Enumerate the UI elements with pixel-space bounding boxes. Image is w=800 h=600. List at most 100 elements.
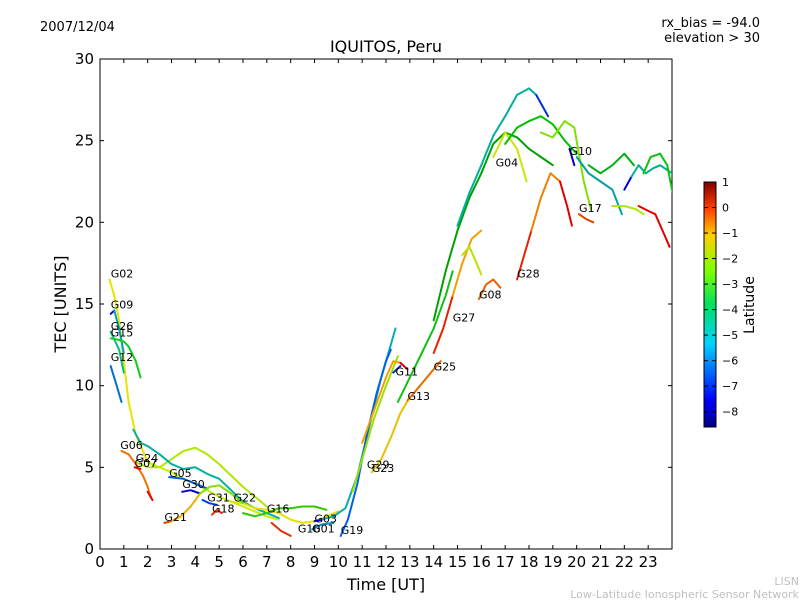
series-segment — [432, 131, 554, 322]
series-segment — [168, 476, 209, 490]
series-segment — [242, 505, 328, 518]
satellite-label: G31 — [207, 491, 230, 504]
y-tick-label: 20 — [75, 213, 94, 231]
satellite-label: G25 — [434, 361, 457, 374]
series-g12 — [109, 365, 123, 403]
series-segment — [406, 360, 442, 402]
satellite-label: G01 — [312, 522, 335, 535]
y-tick-label: 0 — [84, 540, 94, 558]
satellite-label: G07 — [135, 457, 158, 470]
series-g30 — [181, 489, 202, 495]
satellite-label: G11 — [396, 366, 419, 379]
series-g15 — [109, 337, 142, 379]
series-g01 — [311, 521, 335, 531]
series-segment — [313, 518, 323, 523]
satellite-label: G04 — [496, 156, 519, 169]
series-g10b — [504, 115, 592, 211]
series-segment — [623, 175, 633, 191]
series-layer — [108, 87, 672, 537]
series-segment — [399, 361, 409, 371]
series-g19 — [339, 348, 392, 537]
series-g11 — [361, 360, 409, 444]
series-segment — [170, 492, 202, 523]
y-axis-label: TEC [UNITS] — [51, 256, 70, 354]
x-tick-label: 9 — [310, 553, 320, 571]
colorbar-tick-label: −8 — [722, 406, 738, 419]
colorbar-tick-label: 1 — [722, 176, 729, 189]
series-segment — [392, 365, 402, 374]
satellite-label: G12 — [111, 351, 134, 364]
series-segment — [568, 147, 576, 167]
x-tick-label: 11 — [353, 553, 372, 571]
x-tick-label: 0 — [95, 553, 105, 571]
satellite-label: G23 — [372, 462, 395, 475]
satellite-label: G02 — [111, 268, 134, 281]
series-g22 — [230, 500, 340, 524]
satellite-label: G15 — [111, 326, 134, 339]
x-tick-label: 16 — [472, 553, 491, 571]
series-g28 — [516, 172, 573, 281]
satellite-label: G27 — [453, 312, 476, 325]
series-segment — [134, 446, 268, 508]
series-segment — [199, 484, 244, 505]
series-segment — [351, 355, 399, 493]
series-g29 — [351, 355, 399, 493]
x-tick-label: 20 — [567, 553, 586, 571]
series-segment — [109, 337, 142, 379]
series-g25 — [396, 270, 454, 403]
x-tick-label: 1 — [119, 553, 129, 571]
series-segment — [461, 245, 483, 276]
satellite-label: G29 — [367, 459, 390, 472]
series-segment — [133, 466, 142, 470]
series-segment — [587, 152, 635, 175]
satellite-label: G10 — [298, 522, 321, 535]
series-g04 — [432, 87, 554, 322]
series-g13 — [406, 360, 442, 402]
series-segment — [578, 213, 595, 224]
series-g18 — [211, 508, 223, 516]
colorbar-tick-label: 0 — [722, 202, 729, 215]
series-segment — [492, 131, 528, 183]
chart-title: IQUITOS, Peru — [330, 37, 442, 56]
series-segment — [108, 278, 149, 464]
y-tick-label: 10 — [75, 377, 94, 395]
series-segment — [201, 499, 218, 506]
x-tick-label: 22 — [615, 553, 634, 571]
series-segment — [230, 500, 340, 524]
series-segment — [109, 365, 123, 403]
series-g31 — [201, 499, 218, 506]
elevation-label: elevation > 30 — [664, 31, 760, 46]
series-g10 — [270, 521, 292, 537]
satellite-label: G21 — [164, 511, 187, 524]
series-g08 — [461, 245, 502, 301]
x-tick-label: 3 — [167, 553, 177, 571]
series-g09 — [109, 309, 125, 354]
series-segment — [456, 87, 538, 227]
series-segment — [181, 489, 202, 495]
series-g07 — [133, 466, 142, 470]
x-tick-label: 21 — [591, 553, 610, 571]
x-tick-label: 13 — [400, 553, 419, 571]
satellite-label: G28 — [517, 268, 540, 281]
satellite-label: G13 — [407, 390, 430, 403]
colorbar-tick-label: −1 — [722, 227, 738, 240]
colorbar — [703, 181, 717, 428]
x-tick-label: 10 — [329, 553, 348, 571]
series-segment — [530, 172, 561, 232]
axes-layer: 0 1 2 3 4 5 6 7 8 9 10 11 12 13 14 15 16 17 18 19 20 21 22 2305… — [75, 50, 672, 571]
footer-lisn: LISN — [774, 575, 799, 588]
y-tick-label: 5 — [84, 458, 94, 476]
footer-network: Low-Latitude Ionospheric Sensor Network — [570, 588, 799, 600]
x-tick-label: 4 — [191, 553, 201, 571]
colorbar-label: Latitude — [742, 276, 758, 334]
series-g16 — [242, 505, 328, 518]
series-segment — [432, 294, 454, 354]
series-segment — [535, 93, 550, 118]
satellite-label: G17 — [579, 202, 602, 215]
x-tick-label: 23 — [639, 553, 658, 571]
series-segment — [146, 490, 154, 501]
series-segment — [370, 396, 411, 474]
colorbar-ticks: 1 0 −1 −2 −3 −4 −5 −6 −7 −8 — [704, 176, 738, 419]
x-tick-label: 14 — [424, 553, 443, 571]
